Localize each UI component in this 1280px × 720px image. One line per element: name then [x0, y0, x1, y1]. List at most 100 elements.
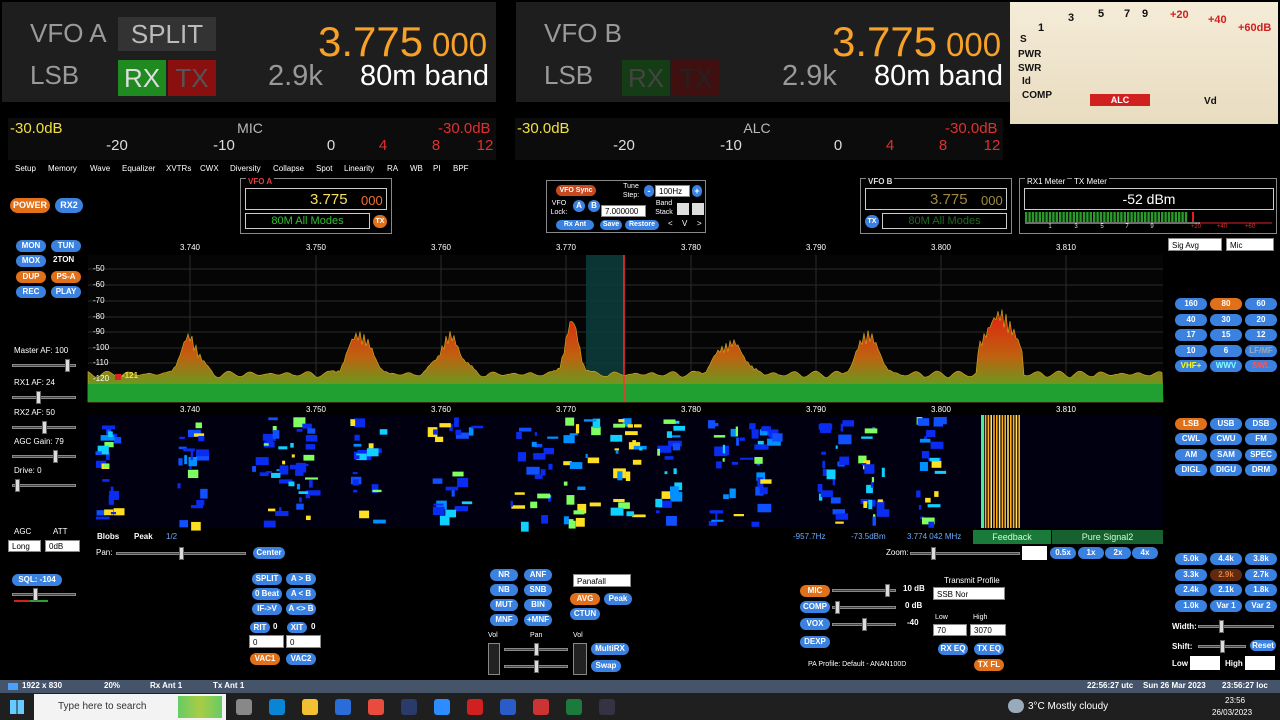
- vfo-button[interactable]: A > B: [286, 573, 316, 585]
- band-freq[interactable]: 7.000000: [601, 205, 646, 217]
- slider-thumb[interactable]: [14, 479, 20, 492]
- slider-thumb[interactable]: [533, 643, 539, 656]
- dsp-button[interactable]: +MNF: [524, 614, 552, 626]
- grid-button[interactable]: SPEC: [1245, 448, 1277, 461]
- rit-button[interactable]: RIT: [250, 622, 270, 633]
- vfo-button[interactable]: SPLIT: [252, 573, 282, 585]
- nav-button[interactable]: V: [682, 219, 688, 228]
- grid-button[interactable]: 3.8k: [1245, 553, 1277, 565]
- grid-button[interactable]: LF/MF: [1245, 344, 1277, 357]
- slider-thumb[interactable]: [178, 547, 184, 560]
- rit-offset[interactable]: 0: [249, 635, 284, 648]
- vac-button[interactable]: VAC1: [250, 653, 280, 665]
- grid-button[interactable]: 30: [1210, 313, 1242, 326]
- grid-button[interactable]: 2.1k: [1210, 584, 1242, 596]
- slider-thumb[interactable]: [931, 547, 936, 560]
- grid-button[interactable]: 12: [1245, 329, 1277, 341]
- ctun-button[interactable]: CTUN: [570, 608, 600, 620]
- tx-control-button[interactable]: DEXP: [800, 636, 830, 648]
- xit-button[interactable]: XIT: [287, 622, 307, 633]
- vfo-button[interactable]: A < B: [286, 588, 316, 600]
- grid-button[interactable]: Var 1: [1210, 599, 1242, 612]
- slider-thumb[interactable]: [533, 660, 539, 673]
- tx-control-button[interactable]: COMP: [800, 601, 830, 613]
- grid-button[interactable]: LSB: [1175, 418, 1207, 430]
- toggle-button[interactable]: DUP: [16, 271, 46, 283]
- xit-offset[interactable]: 0: [286, 635, 321, 648]
- slider-thumb[interactable]: [35, 391, 41, 404]
- menu-item[interactable]: Collapse: [273, 164, 305, 173]
- meter-source-select[interactable]: Mic: [1226, 238, 1274, 251]
- vfo-button[interactable]: A <> B: [286, 603, 316, 615]
- grid-button[interactable]: SWL: [1245, 360, 1277, 372]
- grid-button[interactable]: 10: [1175, 344, 1207, 357]
- nav-button[interactable]: <: [668, 219, 673, 228]
- grid-button[interactable]: USB: [1210, 418, 1242, 430]
- slider-thumb[interactable]: [53, 450, 59, 463]
- slider-thumb[interactable]: [834, 601, 840, 614]
- sql-button[interactable]: SQL: -104: [12, 574, 62, 586]
- menu-item[interactable]: CWX: [200, 164, 219, 173]
- vfo-button[interactable]: IF->V: [252, 603, 282, 615]
- grid-button[interactable]: 60: [1245, 298, 1277, 310]
- tx-control-button[interactable]: MIC: [800, 585, 830, 597]
- profile-select[interactable]: SSB Nor: [933, 587, 1005, 600]
- menu-item[interactable]: RA: [387, 164, 399, 173]
- slider-thumb[interactable]: [65, 359, 71, 372]
- menu-item[interactable]: BPF: [453, 164, 469, 173]
- grid-button[interactable]: CWL: [1175, 433, 1207, 446]
- step-minus[interactable]: -: [644, 185, 654, 197]
- zoom-button[interactable]: 1x: [1078, 547, 1104, 559]
- save-button[interactable]: Save: [600, 220, 622, 230]
- grid-button[interactable]: 20: [1245, 313, 1277, 326]
- tx-button[interactable]: TX: [373, 215, 387, 228]
- tx-control-button[interactable]: VOX: [800, 618, 830, 630]
- grid-button[interactable]: DRM: [1245, 463, 1277, 476]
- toggle-button[interactable]: MOX: [16, 255, 46, 267]
- slider-thumb[interactable]: [32, 588, 38, 601]
- power-button[interactable]: POWER: [10, 198, 50, 213]
- grid-button[interactable]: Var 2: [1245, 599, 1277, 612]
- toggle-button[interactable]: TUN: [51, 240, 81, 252]
- step-plus[interactable]: +: [692, 185, 702, 197]
- tx-fl-button[interactable]: TX FL: [974, 659, 1004, 671]
- grid-button[interactable]: SAM: [1210, 448, 1242, 461]
- grid-button[interactable]: VHF+: [1175, 360, 1207, 372]
- dsp-button[interactable]: NR: [490, 569, 518, 581]
- slider-thumb[interactable]: [41, 421, 47, 434]
- display-select[interactable]: Panafall: [573, 574, 631, 587]
- low-spinner[interactable]: 70: [933, 624, 967, 636]
- grid-button[interactable]: 15: [1210, 329, 1242, 341]
- dsp-button[interactable]: MNF: [490, 614, 518, 626]
- lock-a[interactable]: A: [573, 200, 585, 212]
- menu-item[interactable]: XVTRs: [166, 164, 192, 173]
- vfo-sync-button[interactable]: VFO Sync: [556, 185, 596, 196]
- dsp-button[interactable]: MUT: [490, 599, 518, 611]
- slider-thumb[interactable]: [1219, 620, 1225, 633]
- avg-button[interactable]: AVG: [570, 593, 600, 605]
- dsp-button[interactable]: SNB: [524, 584, 552, 596]
- center-button[interactable]: Center: [253, 547, 285, 559]
- split-button[interactable]: SPLIT: [118, 17, 216, 51]
- grid-button[interactable]: 5.0k: [1175, 553, 1207, 565]
- swap-button[interactable]: Swap: [591, 660, 621, 672]
- grid-button[interactable]: 3.3k: [1175, 568, 1207, 581]
- grid-button[interactable]: DSB: [1245, 418, 1277, 430]
- toggle-button[interactable]: PS-A: [51, 271, 81, 283]
- grid-button[interactable]: 1.0k: [1175, 599, 1207, 612]
- feedback-label[interactable]: Feedback: [973, 530, 1051, 544]
- toggle-button[interactable]: MON: [16, 240, 46, 252]
- dsp-button[interactable]: ANF: [524, 569, 552, 581]
- slider-thumb[interactable]: [885, 584, 891, 597]
- zoom-button[interactable]: 0.5x: [1050, 547, 1076, 559]
- restore-button[interactable]: Restore: [625, 220, 659, 230]
- vfo-button[interactable]: 0 Beat: [252, 588, 282, 600]
- menu-item[interactable]: Diversity: [230, 164, 261, 173]
- grid-button[interactable]: DIGL: [1175, 463, 1207, 476]
- slider-thumb[interactable]: [1219, 640, 1225, 653]
- reset-button[interactable]: Reset: [1250, 640, 1276, 651]
- grid-button[interactable]: CWU: [1210, 433, 1242, 446]
- menu-item[interactable]: WB: [410, 164, 423, 173]
- zoom-button[interactable]: 2x: [1105, 547, 1131, 559]
- menu-item[interactable]: Equalizer: [122, 164, 156, 173]
